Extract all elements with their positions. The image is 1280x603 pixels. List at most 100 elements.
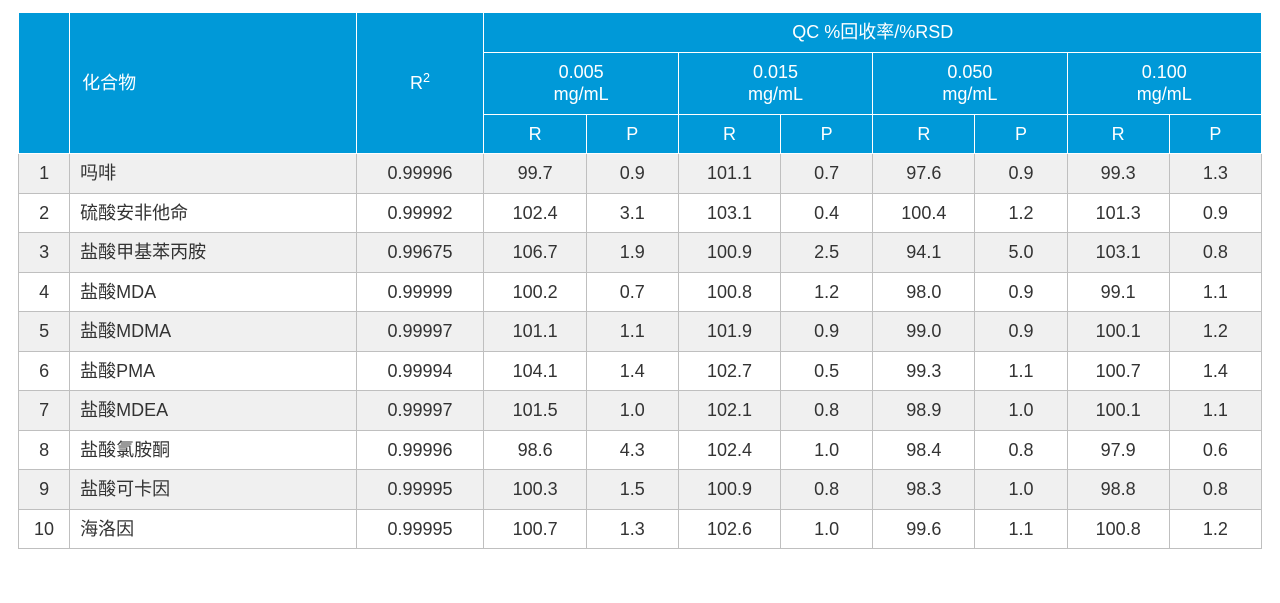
cell-index: 10 [19, 509, 70, 549]
cell-recovery-2: 99.3 [873, 351, 975, 391]
cell-rsd-2: 1.2 [975, 193, 1067, 233]
table-row: 3盐酸甲基苯丙胺0.99675106.71.9100.92.594.15.010… [19, 233, 1262, 273]
cell-rsd-3: 1.1 [1169, 391, 1261, 431]
cell-recovery-2: 98.9 [873, 391, 975, 431]
cell-rsd-0: 1.9 [586, 233, 678, 273]
cell-recovery-0: 104.1 [484, 351, 586, 391]
cell-index: 1 [19, 154, 70, 194]
cell-recovery-3: 100.7 [1067, 351, 1169, 391]
cell-recovery-0: 101.5 [484, 391, 586, 431]
cell-compound-name: 盐酸MDMA [70, 312, 356, 352]
cell-recovery-3: 101.3 [1067, 193, 1169, 233]
cell-rsd-2: 0.8 [975, 430, 1067, 470]
cell-rsd-3: 1.1 [1169, 272, 1261, 312]
cell-recovery-1: 100.8 [678, 272, 780, 312]
header-r2-prefix: R [410, 73, 423, 93]
cell-index: 2 [19, 193, 70, 233]
cell-compound-name: 吗啡 [70, 154, 356, 194]
cell-compound-name: 盐酸PMA [70, 351, 356, 391]
cell-rsd-0: 1.0 [586, 391, 678, 431]
header-conc-1: 0.015 mg/mL [678, 52, 872, 114]
header-compound: 化合物 [70, 13, 356, 154]
cell-rsd-1: 0.7 [781, 154, 873, 194]
cell-recovery-1: 102.4 [678, 430, 780, 470]
cell-index: 7 [19, 391, 70, 431]
cell-r2: 0.99995 [356, 470, 484, 510]
cell-recovery-2: 99.0 [873, 312, 975, 352]
cell-recovery-2: 97.6 [873, 154, 975, 194]
header-conc-0: 0.005 mg/mL [484, 52, 678, 114]
cell-rsd-1: 0.4 [781, 193, 873, 233]
cell-index: 9 [19, 470, 70, 510]
cell-recovery-1: 100.9 [678, 233, 780, 273]
cell-recovery-3: 100.1 [1067, 391, 1169, 431]
cell-rsd-3: 0.9 [1169, 193, 1261, 233]
table-row: 7盐酸MDEA0.99997101.51.0102.10.898.91.0100… [19, 391, 1262, 431]
table-row: 8盐酸氯胺酮0.9999698.64.3102.41.098.40.897.90… [19, 430, 1262, 470]
cell-rsd-3: 1.2 [1169, 312, 1261, 352]
cell-index: 6 [19, 351, 70, 391]
header-conc-3-unit: mg/mL [1137, 84, 1192, 104]
cell-rsd-3: 1.4 [1169, 351, 1261, 391]
cell-rsd-2: 1.0 [975, 391, 1067, 431]
cell-recovery-1: 102.6 [678, 509, 780, 549]
cell-rsd-1: 1.0 [781, 509, 873, 549]
cell-rsd-2: 1.1 [975, 351, 1067, 391]
cell-rsd-1: 0.5 [781, 351, 873, 391]
cell-rsd-2: 5.0 [975, 233, 1067, 273]
header-conc-3: 0.100 mg/mL [1067, 52, 1261, 114]
cell-rsd-3: 0.6 [1169, 430, 1261, 470]
header-sub-p-3: P [1169, 114, 1261, 154]
cell-recovery-0: 100.3 [484, 470, 586, 510]
cell-rsd-0: 0.9 [586, 154, 678, 194]
header-group-title: QC %回收率/%RSD [484, 13, 1262, 53]
header-conc-0-value: 0.005 [559, 62, 604, 82]
cell-index: 4 [19, 272, 70, 312]
header-sub-r-2: R [873, 114, 975, 154]
header-conc-1-value: 0.015 [753, 62, 798, 82]
cell-recovery-1: 100.9 [678, 470, 780, 510]
cell-compound-name: 盐酸甲基苯丙胺 [70, 233, 356, 273]
cell-rsd-3: 0.8 [1169, 233, 1261, 273]
cell-rsd-1: 1.0 [781, 430, 873, 470]
table-row: 1吗啡0.9999699.70.9101.10.797.60.999.31.3 [19, 154, 1262, 194]
cell-recovery-0: 99.7 [484, 154, 586, 194]
header-sub-p-0: P [586, 114, 678, 154]
cell-recovery-0: 98.6 [484, 430, 586, 470]
cell-r2: 0.99997 [356, 391, 484, 431]
cell-r2: 0.99999 [356, 272, 484, 312]
cell-compound-name: 盐酸可卡因 [70, 470, 356, 510]
table-row: 2硫酸安非他命0.99992102.43.1103.10.4100.41.210… [19, 193, 1262, 233]
cell-recovery-0: 106.7 [484, 233, 586, 273]
header-conc-2-unit: mg/mL [942, 84, 997, 104]
cell-compound-name: 海洛因 [70, 509, 356, 549]
cell-rsd-2: 1.0 [975, 470, 1067, 510]
cell-recovery-2: 98.0 [873, 272, 975, 312]
header-r2-sup: 2 [423, 71, 430, 85]
cell-recovery-3: 100.8 [1067, 509, 1169, 549]
cell-recovery-1: 103.1 [678, 193, 780, 233]
cell-rsd-1: 0.8 [781, 470, 873, 510]
header-r2: R2 [356, 13, 484, 154]
cell-recovery-1: 102.7 [678, 351, 780, 391]
cell-compound-name: 硫酸安非他命 [70, 193, 356, 233]
cell-rsd-2: 0.9 [975, 312, 1067, 352]
cell-rsd-2: 0.9 [975, 272, 1067, 312]
cell-index: 3 [19, 233, 70, 273]
cell-recovery-2: 98.3 [873, 470, 975, 510]
cell-recovery-0: 100.2 [484, 272, 586, 312]
cell-compound-name: 盐酸MDA [70, 272, 356, 312]
cell-recovery-3: 97.9 [1067, 430, 1169, 470]
cell-recovery-3: 99.3 [1067, 154, 1169, 194]
cell-r2: 0.99992 [356, 193, 484, 233]
header-index [19, 13, 70, 154]
cell-recovery-0: 102.4 [484, 193, 586, 233]
cell-rsd-1: 0.8 [781, 391, 873, 431]
cell-recovery-1: 102.1 [678, 391, 780, 431]
header-sub-r-0: R [484, 114, 586, 154]
cell-r2: 0.99997 [356, 312, 484, 352]
table-row: 4盐酸MDA0.99999100.20.7100.81.298.00.999.1… [19, 272, 1262, 312]
cell-rsd-0: 1.5 [586, 470, 678, 510]
cell-recovery-2: 99.6 [873, 509, 975, 549]
header-conc-0-unit: mg/mL [554, 84, 609, 104]
